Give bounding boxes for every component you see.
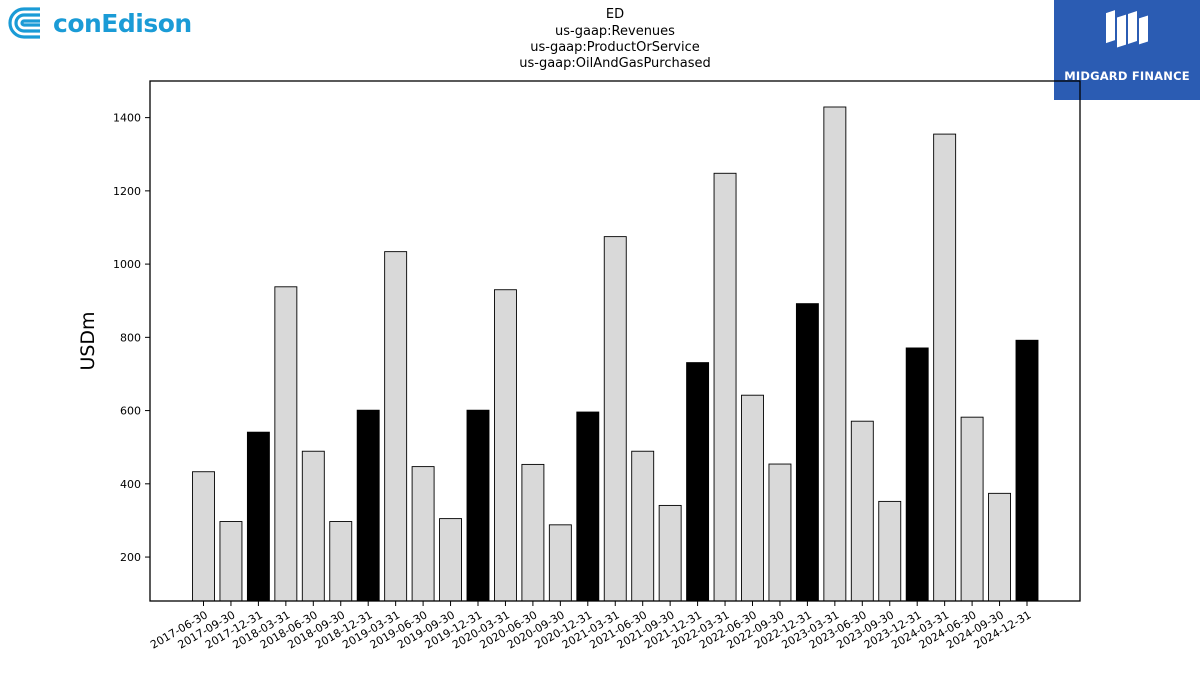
bar-2020-06-30 (521, 463, 545, 602)
y-axis: 200 400 600 800 1000 1200 1400 (113, 112, 150, 564)
bar-2023-09-30 (878, 500, 902, 602)
bar-2018-12-31 (356, 409, 380, 602)
bar-2023-06-30 (850, 420, 874, 602)
y-tick-label-1200: 1200 (113, 185, 141, 198)
bar-2022-06-30 (741, 394, 764, 602)
bar-2020-03-31 (494, 289, 517, 602)
bar-2021-06-30 (631, 450, 655, 602)
y-tick-label-600: 600 (120, 405, 141, 418)
bar-2023-12-31 (905, 347, 929, 602)
bar-2022-09-30 (768, 463, 792, 602)
bar-2018-09-30 (329, 521, 353, 602)
midgard-emblem-icon (1106, 10, 1148, 48)
y-axis-label: USDm (77, 311, 99, 370)
bar-2017-12-31 (246, 431, 270, 602)
bar-2019-03-31 (384, 251, 408, 602)
midgard-finance-logo: MIDGARD FINANCE (1054, 0, 1200, 100)
midgard-finance-logo-text: MIDGARD FINANCE (1064, 69, 1190, 83)
y-tick-label-400: 400 (120, 478, 141, 491)
bar-2022-03-31 (713, 172, 737, 602)
chart-title-line-1: ED (605, 7, 625, 22)
bar-2020-12-31 (576, 411, 600, 602)
conedison-logo: conEdison (6, 5, 192, 43)
bar-2018-06-30 (301, 450, 325, 602)
bar-2024-12-31 (1015, 339, 1039, 602)
bar-2019-09-30 (439, 518, 462, 602)
bar-2019-06-30 (411, 466, 435, 602)
bar-2021-12-31 (686, 362, 710, 602)
bar-2017-06-30 (192, 471, 215, 602)
bar-2021-09-30 (658, 504, 682, 602)
bar-2020-09-30 (548, 524, 572, 602)
y-tick-label-800: 800 (120, 331, 141, 344)
bar-2018-03-31 (274, 286, 298, 602)
bar-2024-06-30 (960, 416, 984, 602)
conedison-logo-text: conEdison (53, 9, 192, 38)
x-axis: 2017-06-302017-09-302017-12-312018-03-31… (148, 601, 1034, 652)
bars-group (192, 106, 1039, 602)
bar-2024-03-31 (933, 133, 957, 602)
bar-2024-09-30 (988, 492, 1011, 602)
chart-title-line-2: us-gaap:Revenues (555, 24, 675, 39)
chart-title-line-4: us-gaap:OilAndGasPurchased (519, 56, 711, 71)
plot-frame (149, 80, 1081, 602)
y-tick-label-1400: 1400 (113, 112, 141, 125)
bar-2022-12-31 (795, 303, 819, 602)
bar-2019-12-31 (466, 409, 490, 602)
y-tick-label-200: 200 (120, 551, 141, 564)
bar-2023-03-31 (823, 106, 847, 602)
conedison-emblem-icon (8, 7, 40, 39)
bar-2021-03-31 (603, 236, 627, 602)
bar-2017-09-30 (219, 521, 243, 602)
chart-title-line-3: us-gaap:ProductOrService (530, 40, 700, 55)
y-tick-label-1000: 1000 (113, 258, 141, 271)
